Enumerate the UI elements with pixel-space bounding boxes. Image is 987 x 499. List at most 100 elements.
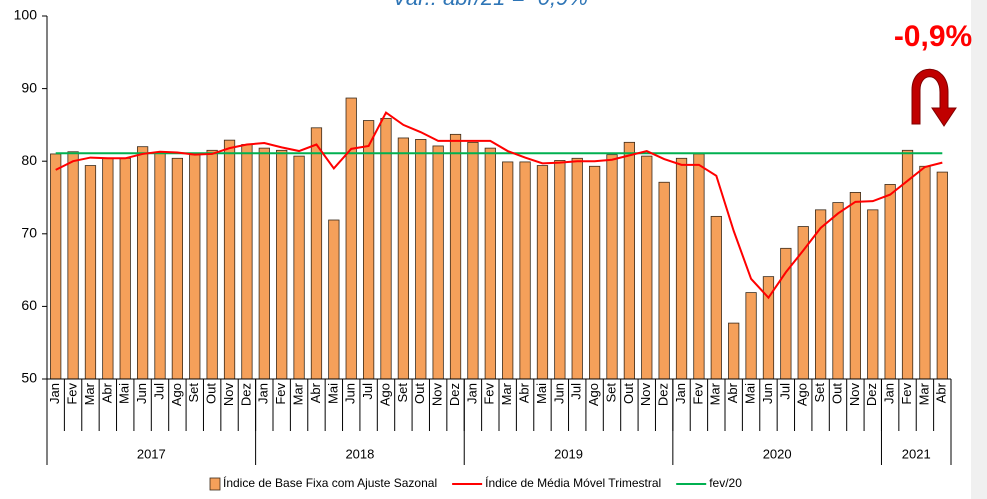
bar: [467, 141, 479, 380]
x-tick-label: Jul: [151, 383, 166, 400]
x-tick-label: Dez: [447, 383, 462, 406]
x-tick-label: Mar: [291, 382, 306, 405]
legend-swatch: [209, 477, 221, 491]
bar: [658, 181, 670, 380]
bar: [919, 165, 931, 380]
x-tick-label: Mar: [916, 382, 931, 405]
x-tick-label: Out: [204, 383, 219, 404]
bar: [119, 157, 131, 380]
bar: [293, 155, 305, 380]
x-tick-label: Fev: [899, 383, 914, 405]
x-tick-label: Set: [812, 383, 827, 403]
x-tick-label: Ago: [377, 383, 392, 406]
x-tick-label: Jul: [360, 383, 375, 400]
x-tick-label: Jan: [256, 383, 271, 404]
x-tick-label: Ago: [169, 383, 184, 406]
x-tick-label: Jul: [777, 383, 792, 400]
bar: [258, 147, 270, 380]
line-series: [55, 111, 943, 300]
x-tick-label: Nov: [430, 383, 445, 407]
x-tick-label: Dez: [864, 383, 879, 406]
bar: [171, 157, 184, 380]
x-tick-label: Fev: [690, 383, 705, 405]
bar: [136, 146, 149, 380]
year-label: 2021: [902, 446, 931, 461]
x-tick-label: Jun: [760, 383, 775, 404]
y-tick-label: 50: [21, 370, 37, 386]
bar: [328, 219, 340, 380]
legend-label: Índice de Base Fixa com Ajuste Sazonal: [223, 475, 437, 490]
bar: [310, 127, 323, 380]
x-tick-label: Jan: [882, 383, 897, 404]
x-tick-label: Mai: [117, 383, 132, 404]
x-tick-label: Nov: [221, 383, 236, 407]
x-tick-label: Jun: [343, 383, 358, 404]
bar: [936, 171, 948, 380]
y-tick-label: 70: [21, 225, 37, 241]
bar: [571, 157, 583, 380]
bar: [728, 322, 740, 380]
bar: [519, 161, 531, 380]
y-tick-label: 100: [14, 7, 38, 23]
bar: [206, 149, 218, 380]
x-tick-label: Fev: [482, 383, 497, 405]
side-strip: [971, 0, 987, 499]
x-tick-label: Jun: [134, 383, 149, 404]
chart-title: Var.: abr/21 = -0,9%: [392, 0, 588, 10]
bar: [867, 209, 879, 380]
x-tick-label: Out: [829, 383, 844, 404]
x-tick-label: Mar: [708, 382, 723, 405]
bar: [554, 160, 566, 380]
x-tick-label: Nov: [847, 383, 862, 407]
bar: [641, 155, 653, 380]
x-tick-label: Ago: [795, 383, 810, 406]
bar: [589, 165, 601, 380]
bar: [380, 117, 392, 380]
x-tick-label: Fev: [65, 383, 80, 405]
bar: [241, 144, 253, 380]
bar: [189, 154, 201, 380]
bar: [606, 154, 618, 380]
bar: [884, 184, 896, 380]
legend-label: fev/20: [709, 476, 742, 490]
legend-label: Índice de Média Móvel Trimestral: [485, 475, 661, 490]
annotation: -0,9%: [894, 20, 972, 53]
bar: [536, 165, 549, 380]
bar: [84, 165, 97, 380]
x-tick-label: Dez: [656, 383, 671, 406]
x-tick-label: Abr: [308, 382, 323, 403]
y-tick-label: 60: [21, 297, 37, 313]
bar: [345, 97, 357, 380]
x-tick-label: Mai: [743, 383, 758, 404]
year-label: 2018: [345, 446, 374, 461]
x-tick-label: Set: [603, 383, 618, 403]
bar: [484, 147, 496, 380]
bar: [693, 153, 705, 380]
bar: [745, 292, 757, 380]
x-tick-label: Mar: [82, 382, 97, 405]
x-tick-label: Jan: [47, 383, 62, 404]
x-tick-label: Mai: [534, 383, 549, 404]
bar: [815, 209, 827, 380]
bar: [223, 139, 236, 380]
bar: [362, 120, 375, 380]
bar: [623, 141, 636, 380]
x-tick-label: Jun: [551, 383, 566, 404]
x-tick-label: Jan: [673, 383, 688, 404]
curved-arrow: [911, 68, 957, 127]
x-tick-label: Mar: [499, 382, 514, 405]
x-tick-label: Abr: [517, 382, 532, 403]
y-tick-label: 80: [21, 152, 37, 168]
bar: [154, 152, 166, 380]
x-tick-label: Jan: [464, 383, 479, 404]
bar: [849, 192, 862, 380]
x-tick-label: Fev: [273, 383, 288, 405]
bar: [432, 145, 444, 380]
x-tick-label: Dez: [238, 383, 253, 406]
year-label: 2019: [554, 446, 583, 461]
bar: [397, 137, 409, 380]
x-tick-label: Abr: [934, 382, 949, 403]
bar: [502, 161, 514, 380]
x-tick-label: Set: [395, 383, 410, 403]
